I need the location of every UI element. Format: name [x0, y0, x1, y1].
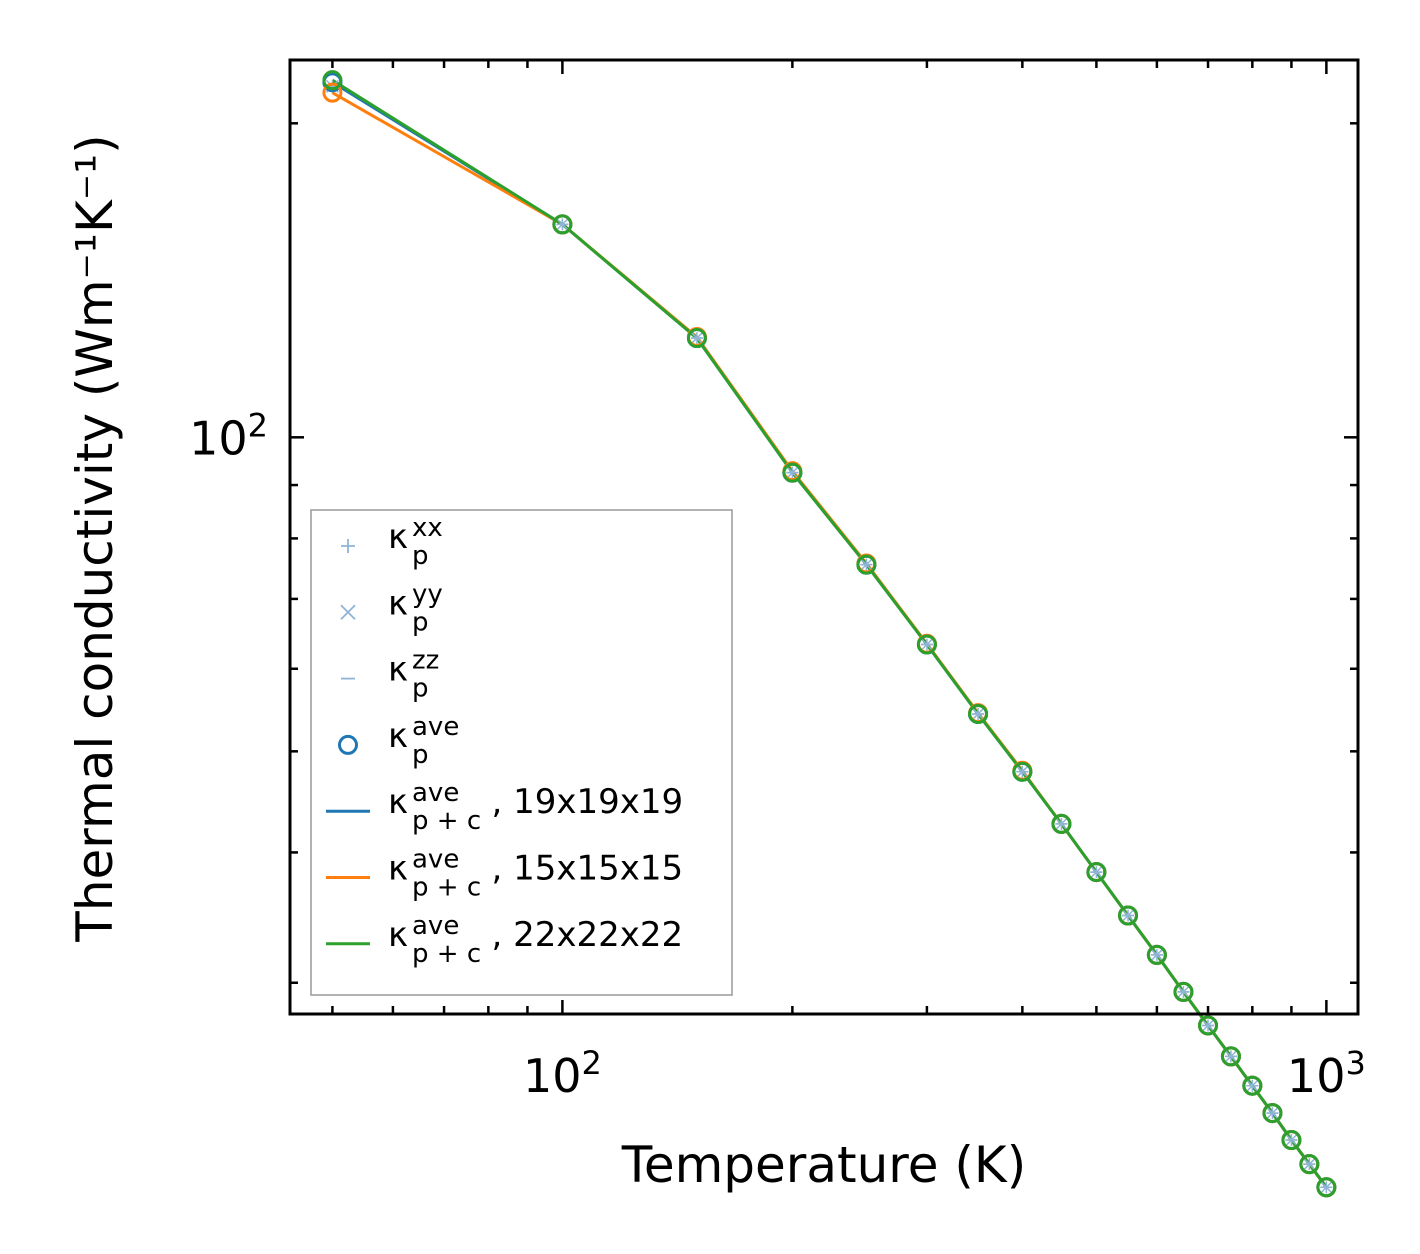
data-point	[856, 554, 877, 575]
data-point	[916, 634, 937, 655]
series-layer	[322, 70, 1337, 1198]
data-point	[686, 328, 707, 349]
data-point	[1262, 1103, 1283, 1124]
y-axis-label: Thermal conductivity (Wm⁻¹K⁻¹)	[66, 134, 124, 942]
data-point	[1012, 761, 1033, 782]
legend-label: κ ave p + c, 19x19x19	[388, 778, 683, 836]
data-point	[1242, 1075, 1263, 1096]
legend-label: κ ave p + c, 15x15x15	[388, 845, 683, 903]
series-line	[331, 78, 1328, 1189]
x-tick-label: 103	[1287, 1044, 1366, 1103]
legend-label: κ ave p + c, 22x22x22	[388, 911, 683, 969]
legend-label: κ zz p	[388, 646, 439, 704]
data-point	[1299, 1154, 1320, 1175]
data-point	[968, 703, 989, 724]
data-point	[1051, 813, 1072, 834]
legend-label: κ xx p	[388, 513, 443, 571]
y-tick-label: 102	[189, 406, 268, 465]
data-point	[322, 70, 343, 91]
x-axis-label: Temperature (K)	[621, 1136, 1026, 1194]
legend-marker	[338, 734, 358, 755]
x-tick-label: 102	[523, 1044, 602, 1103]
legend-marker	[341, 539, 355, 553]
data-point	[1220, 1046, 1241, 1067]
data-point	[1281, 1130, 1302, 1151]
legend-box	[310, 509, 733, 996]
data-point	[782, 462, 803, 483]
legend-label: κ ave p	[388, 712, 459, 770]
axes-frame	[288, 58, 1360, 1016]
data-point	[1316, 1177, 1337, 1198]
legend-label: κ yy p	[388, 579, 443, 637]
data-point	[1146, 944, 1167, 965]
axes-layer: 102 103 102	[189, 58, 1366, 1103]
legend: κ xx p κ yy p κ zz p κ ave p κ ave p + c, 19x19x19 κ ave…	[310, 509, 733, 996]
data-point	[1118, 905, 1139, 926]
legend-marker	[340, 604, 356, 620]
data-point	[1173, 981, 1194, 1002]
data-point	[552, 214, 573, 235]
data-point	[1086, 862, 1107, 883]
data-point	[322, 82, 343, 103]
data-point	[1198, 1015, 1219, 1036]
